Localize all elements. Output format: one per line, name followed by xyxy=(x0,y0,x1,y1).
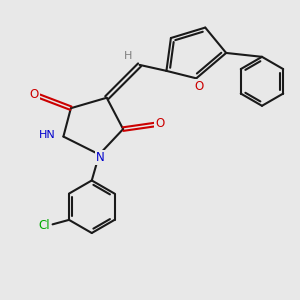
Text: O: O xyxy=(29,88,39,101)
Text: Cl: Cl xyxy=(38,219,50,232)
Text: O: O xyxy=(155,117,164,130)
Text: HN: HN xyxy=(39,130,56,140)
Text: N: N xyxy=(96,151,105,164)
Text: H: H xyxy=(123,51,132,61)
Text: O: O xyxy=(195,80,204,93)
